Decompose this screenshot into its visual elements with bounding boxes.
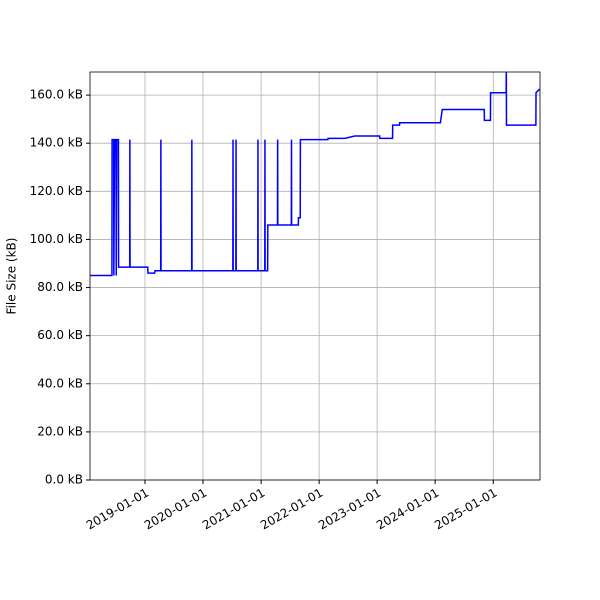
plot-frame — [89, 71, 541, 481]
plot-area — [90, 72, 540, 277]
x-tick-label: 2021-01-01 — [200, 486, 267, 533]
data-line — [90, 72, 540, 277]
y-tick-label: 120.0 kB — [30, 184, 83, 198]
y-tick-label: 160.0 kB — [30, 88, 83, 102]
y-tick-label: 20.0 kB — [37, 424, 83, 438]
x-tick-label: 2019-01-01 — [84, 486, 151, 533]
y-tick-label: 100.0 kB — [30, 232, 83, 246]
y-axis-label: File Size (kB) — [5, 238, 19, 315]
x-tick-label: 2024-01-01 — [374, 486, 441, 533]
x-tick-label: 2023-01-01 — [316, 486, 383, 533]
y-tick-label: 0.0 kB — [45, 473, 83, 487]
y-tick-label: 40.0 kB — [37, 376, 83, 390]
y-tick-label: 80.0 kB — [37, 280, 83, 294]
x-tick-label: 2022-01-01 — [258, 486, 325, 533]
x-tick-label: 2020-01-01 — [142, 486, 209, 533]
y-tick-label: 60.0 kB — [37, 328, 83, 342]
y-tick-label: 140.0 kB — [30, 136, 83, 150]
x-tick-label: 2025-01-01 — [432, 486, 499, 533]
